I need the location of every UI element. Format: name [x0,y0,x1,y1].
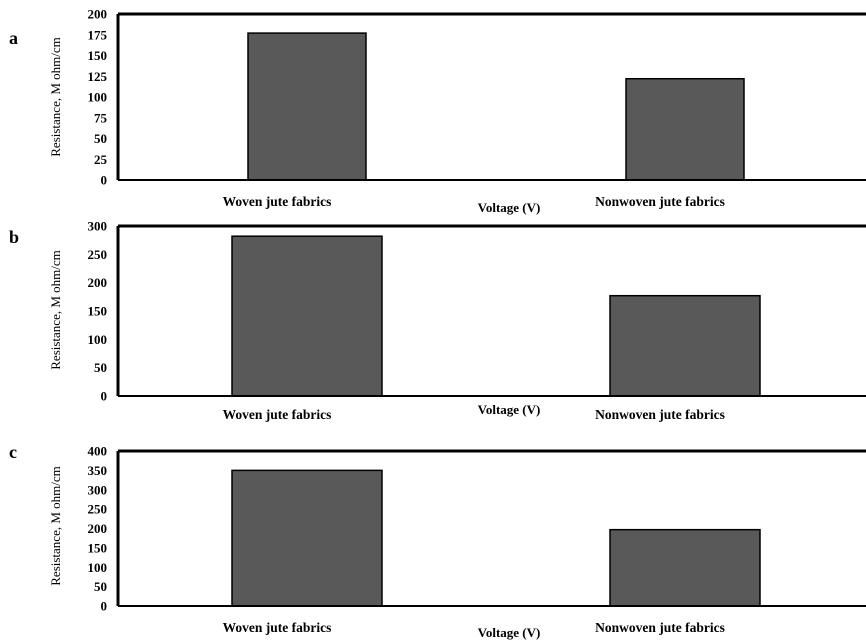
y-tick-label: 150 [88,48,108,63]
y-axis-title: Resistance, M ohm/cm [48,466,63,586]
y-axis-title: Resistance, M ohm/cm [48,37,63,157]
y-axis-title: Resistance, M ohm/cm [48,250,63,370]
x-category-label: Nonwoven jute fabrics [595,620,725,635]
x-axis-title: Voltage (V) [478,625,541,640]
bar-nonwoven [609,528,761,607]
y-tick-label: 25 [94,152,108,167]
chart-panel-b: 0 50 100 150 200 250 300 Woven jute fabrics Nonw… [9,219,866,422]
bar-woven [231,235,383,397]
x-category-label: Nonwoven jute fabrics [595,194,725,209]
y-tick-label: 0 [101,173,108,188]
y-tick-label: 200 [88,521,108,536]
chart-panel-a: 0 25 50 75 100 125 150 175 200 Woven jute fabrics… [9,7,866,215]
y-tick-label: 100 [88,90,108,105]
panel-label: b [9,227,19,247]
y-tick-label: 50 [94,360,107,375]
y-tick-label: 0 [101,599,108,614]
y-tick-label: 75 [94,110,108,125]
y-tick-label: 350 [88,463,108,478]
y-tick-label: 125 [88,69,108,84]
y-tick-label: 250 [88,502,108,517]
y-tick-label: 400 [88,444,108,459]
bar-woven [247,32,367,181]
y-tick-label: 50 [94,131,107,146]
panel-label: a [9,28,18,48]
y-tick-label: 300 [88,219,108,234]
x-category-label: Woven jute fabrics [223,620,332,635]
bar-woven [231,469,383,607]
x-category-label: Woven jute fabrics [223,194,332,209]
y-tick-label: 150 [88,304,108,319]
y-tick-label: 0 [101,389,108,404]
bar-nonwoven [625,77,745,181]
y-tick-label: 300 [88,482,108,497]
x-category-label: Woven jute fabrics [223,407,332,422]
y-tick-label: 150 [88,540,108,555]
y-tick-label: 250 [88,247,108,262]
x-category-label: Nonwoven jute fabrics [595,407,725,422]
y-tick-label: 200 [88,275,108,290]
chart-panel-c: 0 50 100 150 200 250 300 350 400 Woven jute fabri… [9,442,866,640]
x-axis-title: Voltage (V) [478,402,541,417]
bar-nonwoven [609,294,761,397]
y-tick-label: 100 [88,332,108,347]
y-tick-label: 50 [94,579,107,594]
y-tick-label: 100 [88,560,108,575]
y-tick-label: 175 [88,27,108,42]
panel-label: c [9,442,17,462]
x-axis-title: Voltage (V) [478,200,541,215]
y-tick-label: 200 [88,7,108,22]
